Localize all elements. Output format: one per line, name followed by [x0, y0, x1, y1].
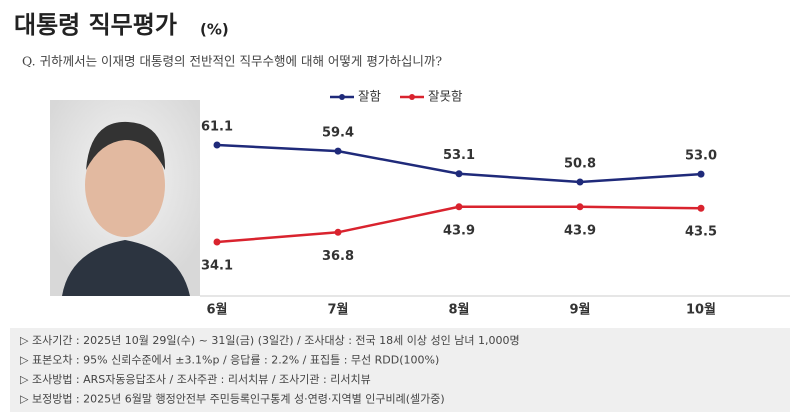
- point: [697, 204, 705, 212]
- note: ▷ 조사기간 : 2025년 10월 29일(수) ~ 31일(금) (3일간)…: [20, 333, 520, 347]
- notes-box: [10, 328, 790, 412]
- chart-title: 대통령 직무평가: [14, 11, 177, 39]
- unit-label: (%): [200, 21, 229, 39]
- legend-dot: [339, 94, 345, 100]
- x-tick-label: 7월: [327, 302, 348, 318]
- x-tick-label: 6월: [206, 302, 227, 318]
- legend-dot: [409, 94, 415, 100]
- point: [697, 170, 705, 178]
- legend-label: 잘못함: [428, 89, 463, 104]
- value-label: 34.1: [201, 259, 233, 274]
- x-tick-label: 9월: [569, 302, 590, 318]
- value-label: 43.5: [685, 225, 717, 240]
- value-label: 53.0: [685, 149, 717, 164]
- point: [455, 170, 463, 178]
- point: [213, 238, 221, 246]
- note: ▷ 표본오차 : 95% 신뢰수준에서 ±3.1%p / 응답률 : 2.2% …: [20, 354, 439, 367]
- value-label: 53.1: [443, 148, 475, 163]
- value-label: 59.4: [322, 126, 354, 141]
- x-tick-label: 10월: [686, 302, 716, 318]
- note: ▷ 조사방법 : ARS자동응답조사 / 조사주관 : 리서치뷰 / 조사기관 …: [20, 373, 371, 386]
- note: ▷ 보정방법 : 2025년 6월말 행정안전부 주민등록인구통계 성·연령·지…: [20, 393, 445, 406]
- point: [455, 203, 463, 211]
- value-label: 43.9: [564, 223, 596, 238]
- x-tick-label: 8월: [448, 302, 469, 318]
- point: [334, 147, 342, 155]
- value-label: 50.8: [564, 157, 596, 172]
- legend-label: 잘함: [358, 89, 382, 104]
- point: [576, 203, 584, 211]
- subtitle: Q. 귀하께서는 이재명 대통령의 전반적인 직무수행에 대해 어떻게 평가하십…: [22, 54, 442, 69]
- value-label: 36.8: [322, 249, 354, 264]
- point: [334, 228, 342, 236]
- point: [213, 141, 221, 149]
- value-label: 43.9: [443, 223, 475, 238]
- portrait: [50, 100, 200, 296]
- value-label: 61.1: [201, 120, 233, 135]
- point: [576, 178, 584, 186]
